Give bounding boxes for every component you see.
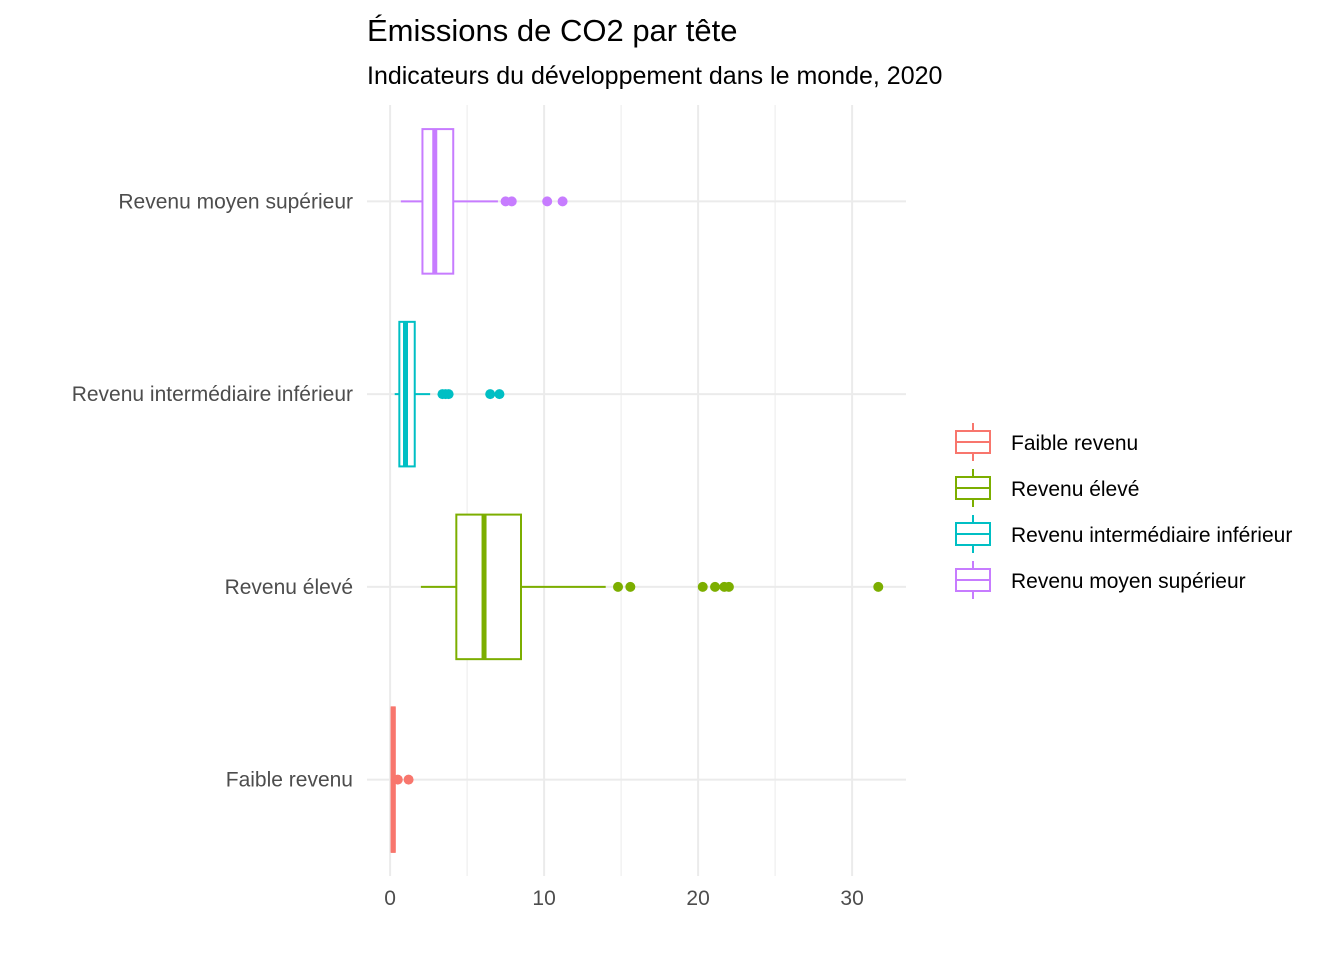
outlier-point xyxy=(542,196,553,207)
category-label: Revenu élevé xyxy=(225,576,353,599)
legend-item: Faible revenu xyxy=(955,423,1138,461)
x-tick-label: 30 xyxy=(840,887,863,910)
boxplot-3 xyxy=(390,706,414,853)
box xyxy=(421,128,455,275)
outlier-point xyxy=(403,774,414,785)
outlier-point xyxy=(625,581,636,592)
outlier-point xyxy=(392,774,403,785)
legend-item: Revenu intermédiaire inférieur xyxy=(955,515,1292,553)
boxplot-1 xyxy=(394,320,505,468)
boxplots xyxy=(390,128,884,853)
outlier-point xyxy=(697,581,708,592)
legend-label: Revenu élevé xyxy=(1011,478,1139,501)
outlier-point xyxy=(723,581,734,592)
outlier-point xyxy=(557,196,568,207)
boxplot-2 xyxy=(420,513,884,661)
chart-subtitle: Indicateurs du développement dans le mon… xyxy=(367,62,942,90)
x-tick-label: 0 xyxy=(384,887,396,910)
outlier-point xyxy=(494,389,505,400)
legend-label: Revenu moyen supérieur xyxy=(1011,570,1246,593)
x-axis-tick-labels: 0 10 20 30 xyxy=(384,887,864,910)
outlier-point xyxy=(443,389,454,400)
legend-item: Revenu moyen supérieur xyxy=(955,561,1246,599)
outlier-point xyxy=(873,581,884,592)
outlier-point xyxy=(710,581,721,592)
category-label: Faible revenu xyxy=(226,769,353,792)
outlier-point xyxy=(485,389,496,400)
category-labels: Revenu moyen supérieur Revenu intermédiai… xyxy=(72,190,353,791)
boxplot-0 xyxy=(400,128,568,275)
category-label: Revenu moyen supérieur xyxy=(118,190,353,213)
legend-label: Revenu intermédiaire inférieur xyxy=(1011,524,1292,547)
grid-lines xyxy=(367,105,906,876)
outlier-point xyxy=(506,196,517,207)
legend-item: Revenu élevé xyxy=(955,469,1139,507)
box xyxy=(455,513,523,661)
x-tick-label: 20 xyxy=(686,887,709,910)
legend: Faible revenu Revenu élevé Revenu interméd… xyxy=(955,423,1292,599)
x-tick-label: 10 xyxy=(532,887,555,910)
chart-title: Émissions de CO2 par tête xyxy=(367,13,737,48)
category-label: Revenu intermédiaire inférieur xyxy=(72,383,353,406)
legend-label: Faible revenu xyxy=(1011,432,1138,455)
outlier-point xyxy=(613,581,624,592)
